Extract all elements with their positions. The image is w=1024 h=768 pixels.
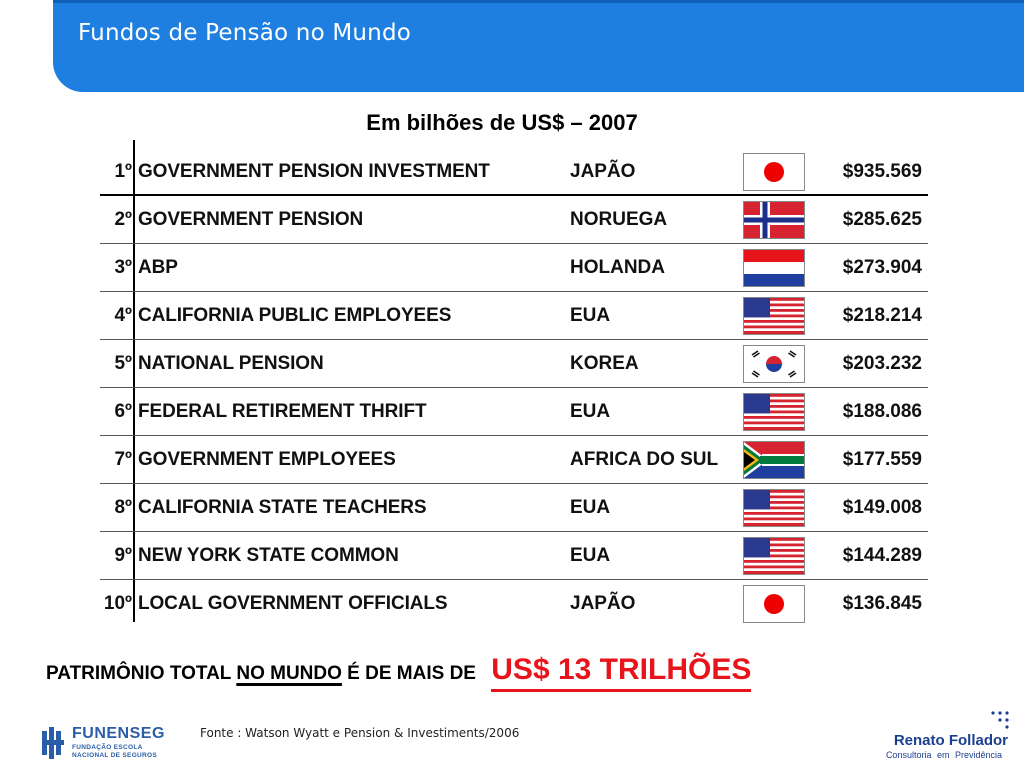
table-row: 5º NATIONAL PENSION KOREA $203.232 bbox=[98, 340, 928, 388]
row-value: $273.904 bbox=[842, 257, 922, 278]
row-rank: 8º bbox=[114, 497, 132, 518]
row-value: $285.625 bbox=[842, 209, 922, 230]
row-value: $203.232 bbox=[842, 353, 922, 374]
row-value: $136.845 bbox=[842, 593, 922, 614]
row-fund-name: ABP bbox=[138, 257, 178, 278]
row-country: JAPÃO bbox=[570, 593, 636, 614]
table-row: 8º CALIFORNIA STATE TEACHERS EUA $149.00… bbox=[98, 484, 928, 532]
row-fund-name: GOVERNMENT PENSION INVESTMENT bbox=[138, 161, 490, 182]
row-fund-name: FEDERAL RETIREMENT THRIFT bbox=[138, 401, 427, 422]
norway-flag-icon bbox=[743, 201, 805, 239]
header-strip bbox=[53, 0, 1024, 3]
table-row: 3º ABP HOLANDA $273.904 bbox=[98, 244, 928, 292]
row-rank: 5º bbox=[114, 353, 132, 374]
follador-name: Renato Follador bbox=[893, 732, 1008, 749]
row-fund-name: CALIFORNIA PUBLIC EMPLOYEES bbox=[138, 305, 452, 326]
funenseg-logo: FUNENSEG FUNDAÇÃO ESCOLA NACIONAL DE SEG… bbox=[42, 725, 172, 763]
japan-flag-icon bbox=[743, 153, 805, 191]
table-row: 7º GOVERNMENT EMPLOYEES AFRICA DO SUL $1… bbox=[98, 436, 928, 484]
korea-flag-icon bbox=[743, 345, 805, 383]
row-fund-name: LOCAL GOVERNMENT OFFICIALS bbox=[138, 593, 448, 614]
row-rank: 10º bbox=[103, 593, 132, 614]
dots-mark-icon bbox=[991, 711, 1009, 729]
row-country: KOREA bbox=[570, 353, 639, 374]
row-rank: 9º bbox=[114, 545, 132, 566]
funenseg-line2: NACIONAL DE SEGUROS bbox=[72, 752, 158, 759]
row-fund-name: GOVERNMENT PENSION bbox=[138, 209, 364, 230]
total-text-middle: É DE MAIS DE bbox=[341, 663, 482, 684]
funenseg-line1: FUNDAÇÃO ESCOLA bbox=[72, 744, 143, 751]
table-row: 9º NEW YORK STATE COMMON EUA $144.289 bbox=[98, 532, 928, 580]
row-rank: 6º bbox=[114, 401, 132, 422]
row-country: JAPÃO bbox=[570, 161, 636, 182]
total-text-start: PATRIMÔNIO TOTAL bbox=[46, 663, 237, 684]
row-value: $935.569 bbox=[842, 161, 922, 182]
row-country: NORUEGA bbox=[570, 209, 668, 230]
row-rank: 3º bbox=[114, 257, 132, 278]
row-country: EUA bbox=[570, 401, 611, 422]
table-subtitle: Em bilhões de US$ – 2007 bbox=[366, 110, 638, 135]
usa-flag-icon bbox=[743, 297, 805, 335]
row-fund-name: GOVERNMENT EMPLOYEES bbox=[138, 449, 396, 470]
row-country: EUA bbox=[570, 305, 611, 326]
pension-funds-table: 1º GOVERNMENT PENSION INVESTMENT JAPÃO $… bbox=[98, 148, 928, 623]
japan-flag-icon bbox=[743, 585, 805, 623]
row-rank: 1º bbox=[114, 161, 132, 182]
page-title: Fundos de Pensão no Mundo bbox=[78, 20, 412, 46]
renato-follador-logo: Renato Follador Consultoria em Previdênc… bbox=[866, 710, 1016, 765]
south-africa-flag-icon bbox=[743, 441, 805, 479]
table-vertical-rule bbox=[133, 140, 135, 622]
row-value: $144.289 bbox=[842, 545, 922, 566]
row-country: AFRICA DO SUL bbox=[570, 449, 719, 470]
row-value: $149.008 bbox=[842, 497, 922, 518]
row-rank: 4º bbox=[114, 305, 132, 326]
row-value: $188.086 bbox=[842, 401, 922, 422]
row-country: HOLANDA bbox=[570, 257, 665, 278]
usa-flag-icon bbox=[743, 393, 805, 431]
usa-flag-icon bbox=[743, 537, 805, 575]
table-row: 1º GOVERNMENT PENSION INVESTMENT JAPÃO $… bbox=[98, 148, 928, 196]
usa-flag-icon bbox=[743, 489, 805, 527]
total-text-underlined: NO MUNDO bbox=[236, 663, 342, 684]
row-country: EUA bbox=[570, 497, 611, 518]
table-row: 6º FEDERAL RETIREMENT THRIFT EUA $188.08… bbox=[98, 388, 928, 436]
follador-tagline: Consultoria em Previdência bbox=[885, 750, 1002, 760]
header-band bbox=[53, 0, 1024, 92]
table-row: 2º GOVERNMENT PENSION NORUEGA $285.625 bbox=[98, 196, 928, 244]
table-row: 4º CALIFORNIA PUBLIC EMPLOYEES EUA $218.… bbox=[98, 292, 928, 340]
row-country: EUA bbox=[570, 545, 611, 566]
total-assets-statement: PATRIMÔNIO TOTAL NO MUNDO É DE MAIS DE U… bbox=[46, 653, 752, 692]
row-value: $218.214 bbox=[842, 305, 922, 326]
row-fund-name: NEW YORK STATE COMMON bbox=[138, 545, 399, 566]
row-fund-name: CALIFORNIA STATE TEACHERS bbox=[138, 497, 427, 518]
netherlands-flag-icon bbox=[743, 249, 805, 287]
total-highlight-value: US$ 13 TRILHÕES bbox=[491, 653, 752, 692]
row-rank: 7º bbox=[114, 449, 132, 470]
row-value: $177.559 bbox=[842, 449, 922, 470]
source-note: Fonte : Watson Wyatt e Pension & Investi… bbox=[200, 726, 520, 740]
row-rank: 2º bbox=[114, 209, 132, 230]
funenseg-name: FUNENSEG bbox=[72, 725, 165, 742]
table-row: 10º LOCAL GOVERNMENT OFFICIALS JAPÃO $13… bbox=[98, 580, 928, 628]
row-fund-name: NATIONAL PENSION bbox=[138, 353, 324, 374]
funenseg-mark-icon bbox=[42, 727, 64, 759]
